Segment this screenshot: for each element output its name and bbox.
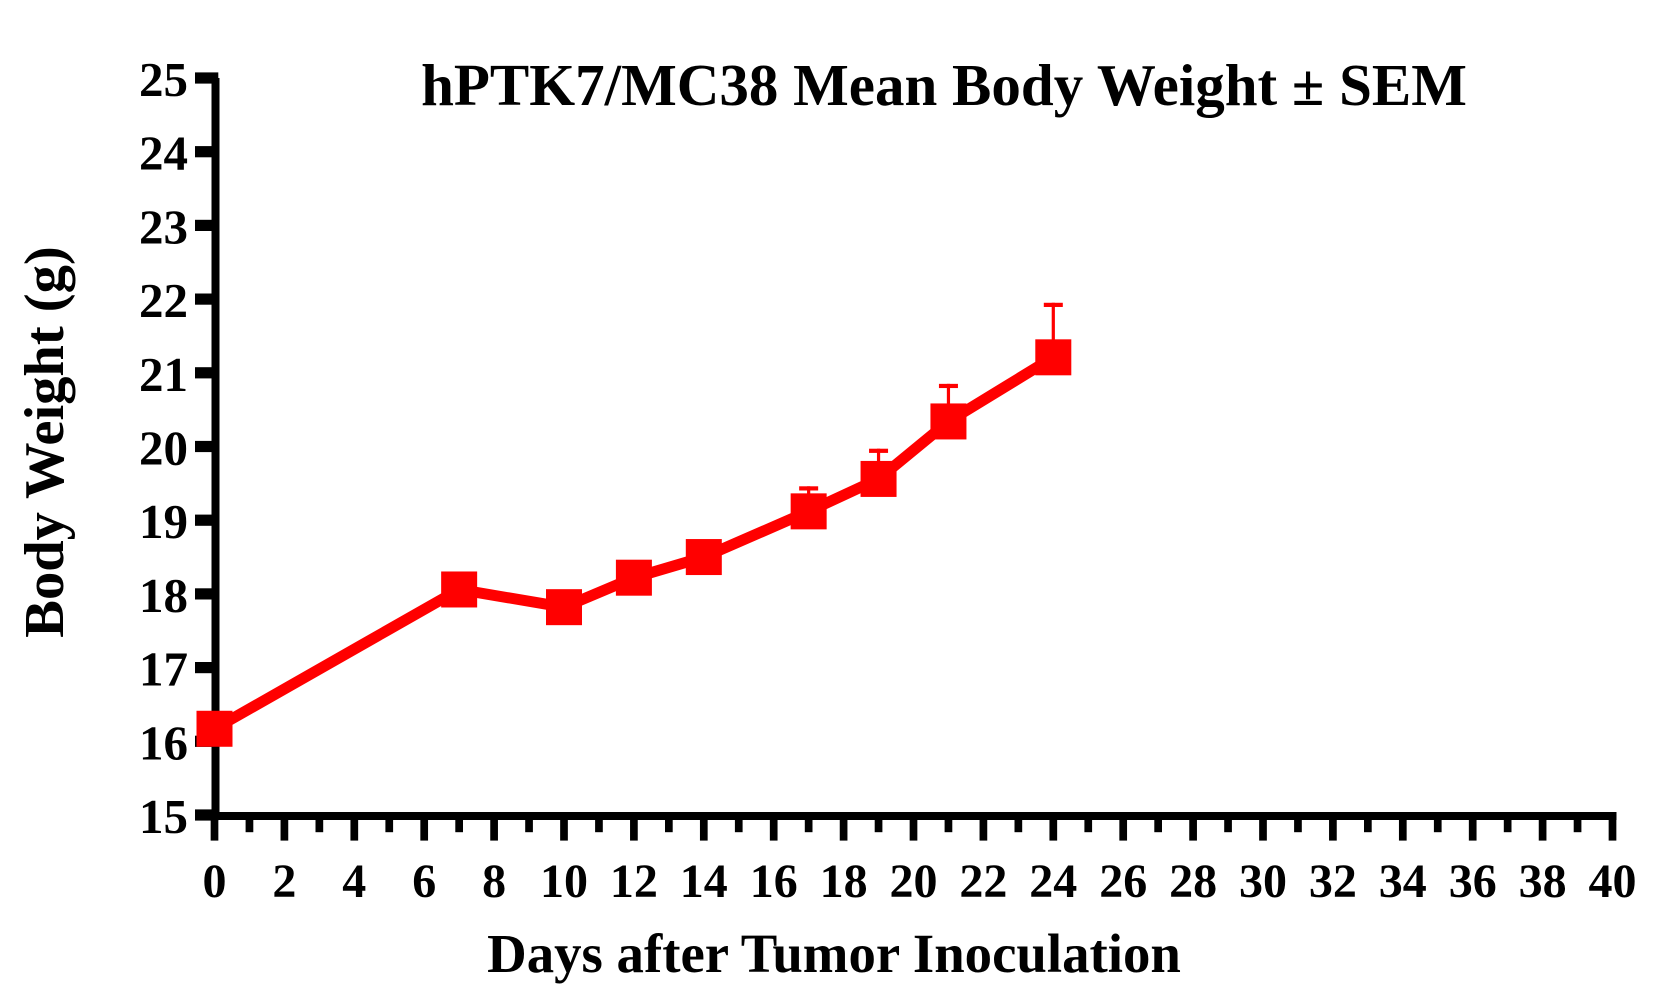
svg-text:30: 30 xyxy=(1239,855,1287,908)
svg-text:25: 25 xyxy=(139,52,188,107)
svg-text:22: 22 xyxy=(139,273,188,328)
svg-text:24: 24 xyxy=(1029,855,1077,908)
svg-text:Body Weight (g): Body Weight (g) xyxy=(14,246,76,637)
svg-text:12: 12 xyxy=(610,855,658,908)
svg-text:18: 18 xyxy=(820,855,868,908)
svg-text:20: 20 xyxy=(139,421,188,476)
svg-text:17: 17 xyxy=(139,642,188,697)
svg-text:18: 18 xyxy=(139,568,188,623)
svg-text:Days after Tumor Inoculation: Days after Tumor Inoculation xyxy=(487,923,1181,984)
svg-text:23: 23 xyxy=(139,199,188,254)
svg-text:14: 14 xyxy=(680,855,728,908)
svg-text:19: 19 xyxy=(139,494,188,549)
svg-text:16: 16 xyxy=(750,855,798,908)
svg-text:26: 26 xyxy=(1099,855,1147,908)
svg-text:2: 2 xyxy=(272,855,296,908)
svg-text:hPTK7/MC38 Mean Body Weight ±: hPTK7/MC38 Mean Body Weight ± SEM xyxy=(421,52,1467,118)
svg-text:38: 38 xyxy=(1519,855,1567,908)
svg-text:28: 28 xyxy=(1169,855,1217,908)
svg-text:20: 20 xyxy=(890,855,938,908)
svg-text:34: 34 xyxy=(1379,855,1427,908)
svg-text:8: 8 xyxy=(482,855,506,908)
svg-text:6: 6 xyxy=(412,855,436,908)
svg-text:32: 32 xyxy=(1309,855,1357,908)
svg-text:36: 36 xyxy=(1449,855,1497,908)
svg-text:0: 0 xyxy=(203,855,227,908)
svg-text:4: 4 xyxy=(342,855,366,908)
svg-text:15: 15 xyxy=(139,789,188,844)
svg-text:40: 40 xyxy=(1589,855,1637,908)
svg-text:22: 22 xyxy=(959,855,1007,908)
svg-text:10: 10 xyxy=(540,855,588,908)
svg-text:24: 24 xyxy=(139,126,188,181)
svg-text:21: 21 xyxy=(139,347,188,402)
svg-text:16: 16 xyxy=(139,715,188,770)
